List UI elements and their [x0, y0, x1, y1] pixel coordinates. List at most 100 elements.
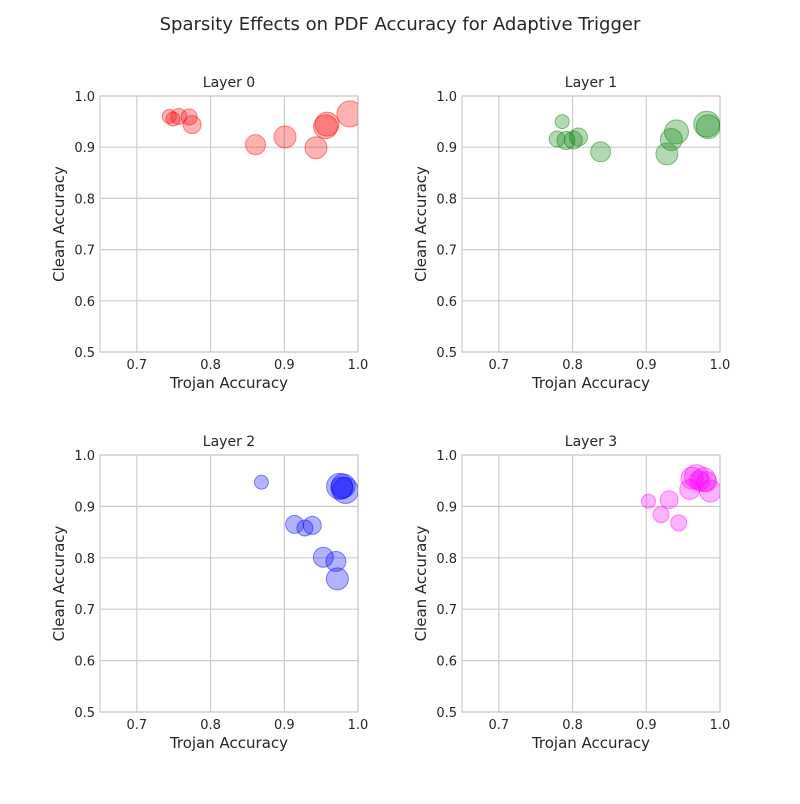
data-point — [670, 514, 688, 532]
data-point — [182, 115, 202, 135]
x-tick-label: 0.7 — [489, 358, 510, 373]
y-tick-label: 0.6 — [436, 295, 457, 310]
y-tick-label: 0.5 — [74, 346, 95, 361]
y-tick-label: 0.5 — [436, 706, 457, 721]
x-tick-label: 0.9 — [636, 718, 657, 733]
data-point — [563, 130, 583, 150]
y-tick-label: 0.6 — [436, 655, 457, 670]
panel-layer-3: 0.7 0.8 0.9 1.0 0.5 0.6 0.7 0.8 0.9 1.0 Layer 3 Tro… — [412, 434, 730, 752]
panel-layer-0: 0.7 0.8 0.9 1.0 0.5 0.6 0.7 0.8 0.9 1.0 Layer 0 Tro… — [50, 75, 368, 392]
data-point — [698, 479, 720, 503]
points-group — [548, 110, 720, 166]
panel-layer-2: 0.7 0.8 0.9 1.0 0.5 0.6 0.7 0.8 0.9 1.0 Layer 2 Tro… — [50, 434, 368, 752]
data-point — [312, 546, 334, 568]
x-tick-label: 0.8 — [562, 718, 583, 733]
y-tick-label: 0.9 — [74, 141, 95, 156]
x-tick-label: 0.7 — [127, 718, 148, 733]
data-point — [590, 141, 612, 163]
x-axis-label: Trojan Accuracy — [531, 374, 650, 392]
data-point — [548, 130, 566, 148]
data-point — [695, 114, 720, 140]
x-tick-label: 0.7 — [127, 358, 148, 373]
data-point — [245, 134, 267, 156]
x-axis-label: Trojan Accuracy — [531, 734, 650, 752]
data-point — [652, 506, 670, 524]
data-point — [285, 514, 305, 534]
data-point — [302, 515, 322, 535]
data-point — [568, 127, 588, 147]
figure-title: Sparsity Effects on PDF Accuracy for Ada… — [160, 14, 641, 35]
plot-frame — [99, 454, 359, 713]
y-axis-label: Clean Accuracy — [50, 525, 68, 641]
y-axis-label: Clean Accuracy — [412, 525, 430, 641]
data-point — [313, 114, 339, 140]
y-tick-label: 0.9 — [436, 141, 457, 156]
y-tick-label: 0.8 — [74, 552, 95, 567]
y-tick-label: 0.9 — [436, 500, 457, 515]
data-point — [679, 478, 701, 500]
x-tick-label: 1.0 — [348, 358, 369, 373]
y-axis-label: Clean Accuracy — [412, 166, 430, 282]
y-tick-label: 0.8 — [436, 552, 457, 567]
data-point — [165, 111, 181, 127]
y-axis-label: Clean Accuracy — [50, 166, 68, 282]
data-point — [336, 100, 358, 128]
panel-title: Layer 1 — [565, 75, 617, 91]
y-tick-label: 0.8 — [74, 192, 95, 207]
y-tick-label: 0.6 — [74, 655, 95, 670]
data-point — [161, 108, 177, 124]
points-group — [161, 100, 358, 160]
data-point — [325, 550, 347, 572]
y-tick-label: 0.7 — [436, 603, 457, 618]
points-group — [640, 464, 720, 532]
plot-frame — [99, 95, 359, 353]
data-point — [314, 111, 340, 137]
data-point — [330, 476, 354, 500]
data-point — [326, 472, 354, 500]
x-tick-label: 0.9 — [636, 358, 657, 373]
panel-layer-1: 0.7 0.8 0.9 1.0 0.5 0.6 0.7 0.8 0.9 1.0 Layer 1 Tro… — [412, 75, 730, 392]
data-point — [273, 125, 297, 149]
data-point — [659, 490, 679, 510]
data-point — [304, 136, 328, 160]
data-point — [325, 567, 349, 591]
data-point — [691, 467, 717, 493]
y-tick-label: 0.7 — [436, 244, 457, 259]
data-point — [554, 114, 570, 130]
x-axis-label: Trojan Accuracy — [169, 374, 288, 392]
x-tick-label: 0.8 — [562, 358, 583, 373]
y-tick-label: 0.8 — [436, 192, 457, 207]
y-tick-label: 1.0 — [436, 90, 457, 105]
x-axis-label: Trojan Accuracy — [169, 734, 288, 752]
y-tick-label: 1.0 — [436, 449, 457, 464]
y-tick-label: 1.0 — [74, 90, 95, 105]
y-tick-label: 0.7 — [74, 244, 95, 259]
x-tick-label: 0.7 — [489, 718, 510, 733]
data-point — [331, 476, 358, 504]
data-point — [180, 108, 198, 126]
x-tick-label: 1.0 — [710, 718, 731, 733]
x-tick-label: 1.0 — [348, 718, 369, 733]
data-point — [640, 493, 656, 509]
x-tick-label: 0.8 — [200, 718, 221, 733]
x-tick-label: 1.0 — [710, 358, 731, 373]
data-point — [253, 474, 269, 490]
y-tick-label: 0.5 — [74, 706, 95, 721]
data-point — [693, 110, 720, 138]
data-point — [170, 107, 188, 125]
data-point — [688, 470, 710, 492]
panel-title: Layer 2 — [203, 434, 255, 450]
panel-title: Layer 3 — [565, 434, 617, 450]
points-group — [253, 472, 358, 591]
y-tick-label: 1.0 — [74, 449, 95, 464]
x-tick-label: 0.9 — [274, 718, 295, 733]
data-point — [664, 119, 690, 145]
x-tick-label: 0.8 — [200, 358, 221, 373]
data-point — [655, 142, 679, 166]
y-tick-label: 0.9 — [74, 500, 95, 515]
data-point — [330, 473, 356, 499]
panel-title: Layer 0 — [203, 75, 255, 91]
data-point — [696, 471, 718, 493]
